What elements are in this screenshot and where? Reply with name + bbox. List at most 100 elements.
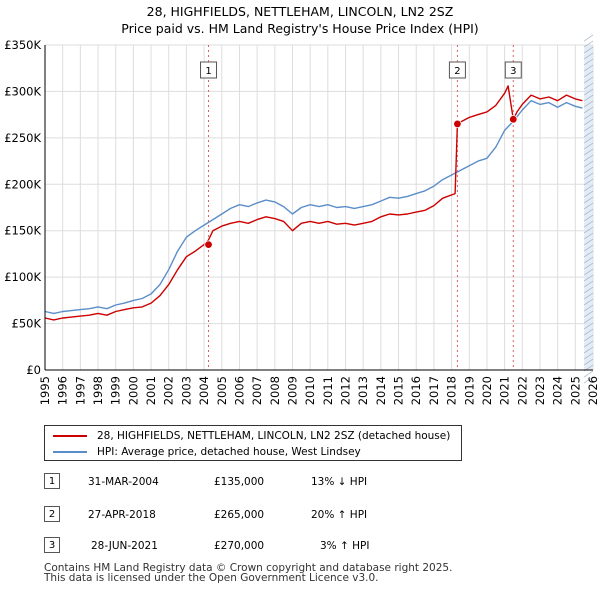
forecast-hatch [583,154,594,162]
forecast-hatch [583,220,594,228]
forecast-hatch [583,334,594,342]
chart-title: 28, HIGHFIELDS, NETTLEHAM, LINCOLN, LN2 … [0,3,600,37]
forecast-hatch [583,82,594,90]
forecast-hatch [583,172,594,180]
x-tick-label: 2010 [303,376,317,405]
forecast-hatch [583,100,594,108]
x-tick-label: 2018 [445,376,459,405]
x-tick-label: 2020 [480,376,494,405]
transaction-hpi: 13% ↓ HPI [311,476,368,488]
forecast-hatch [583,214,594,222]
y-tick-label: £300K [4,84,41,98]
legend-label-hpi: HPI: Average price, detached house, West… [97,446,361,458]
legend-label-property: 28, HIGHFIELDS, NETTLEHAM, LINCOLN, LN2 … [97,430,451,442]
x-tick-label: 2023 [533,376,547,405]
forecast-hatch [583,226,594,234]
legend: 28, HIGHFIELDS, NETTLEHAM, LINCOLN, LN2 … [44,425,462,461]
x-tick-label: 2000 [126,376,140,405]
legend-swatch-property [53,435,87,437]
axis-layer: £0 £50K £100K £150K £200K £250K £300K £350K 1995… [4,38,600,405]
forecast-hatch [583,148,594,156]
x-tick-label: 1995 [38,376,52,405]
forecast-hatch [583,286,594,294]
forecast-shade [584,45,593,370]
forecast-hatch [583,112,594,120]
forecast-hatch [583,208,594,216]
price-chart: 1 2 3 £0 £50K £100K £150K £200K £250K £300K £350K… [4,34,600,405]
transaction-number: 1 [44,473,60,489]
footer: Contains HM Land Registry data © Crown c… [44,562,453,584]
sale-label-box [448,61,466,79]
forecast-hatch [583,346,594,354]
x-tick-label: 2008 [268,376,282,405]
forecast-hatch [583,88,594,96]
forecast-hatch [583,46,594,54]
sale-marker-lines [208,45,514,370]
forecast-hatch [583,76,594,84]
x-tick-label: 2015 [392,376,406,405]
forecast-hatch [583,322,594,330]
title-line-1: 28, HIGHFIELDS, NETTLEHAM, LINCOLN, LN2 … [146,4,454,19]
x-tick-label: 2001 [144,376,158,405]
forecast-hatch [583,250,594,258]
forecast-hatch [583,40,594,48]
forecast-hatch [583,34,594,42]
forecast-hatch [583,280,594,288]
sale-label-number: 1 [205,66,211,77]
x-tick-label: 2019 [462,376,476,405]
x-tick-label: 2007 [250,376,264,405]
forecast-hatch [583,58,594,66]
forecast-hatch [583,268,594,276]
forecast-hatch [583,196,594,204]
transaction-price: £135,000 [214,476,265,488]
sale-point [453,119,462,129]
transaction-number: 2 [44,506,60,522]
y-tick-label: £50K [12,317,42,331]
forecast-hatch [583,184,594,192]
x-tick-label: 2025 [568,376,582,405]
transaction-price: £270,000 [214,540,265,552]
forecast-hatch [583,316,594,324]
forecast-hatch [583,142,594,150]
forecast-hatch [583,340,594,348]
sale-label-number: 2 [454,66,460,77]
forecast-hatch [583,358,594,366]
plot-area [45,45,593,370]
forecast-hatch [583,190,594,198]
x-tick-label: 2002 [162,376,176,405]
sale-label-boxes: 1 2 3 [200,61,522,79]
forecast-hatch [583,118,594,126]
forecast-hatch [583,292,594,300]
x-tick-label: 2003 [179,376,193,405]
sale-point [204,240,213,249]
table-row: 2 27-APR-2018 £265,000 20% ↑ HPI [44,506,564,524]
transaction-date: 28-JUN-2021 [91,540,158,552]
sale-label-box [504,61,522,79]
footer-line-1: Contains HM Land Registry data © Crown c… [44,562,453,574]
x-tick-label: 2005 [215,376,229,405]
forecast-hatch [583,106,594,114]
forecast-hatch [583,352,594,360]
transaction-hpi: 3% ↑ HPI [320,540,370,552]
forecast-hatch [583,94,594,102]
forecast-hatch [583,304,594,312]
x-tick-label: 1999 [109,376,123,405]
forecast-hatch [583,130,594,138]
x-tick-label: 2012 [339,376,353,405]
table-row: 3 28-JUN-2021 £270,000 3% ↑ HPI [44,537,564,555]
forecast-hatch [583,232,594,240]
title-line-2: Price paid vs. HM Land Registry's House … [121,21,479,36]
y-tick-label: £0 [26,363,41,377]
transaction-price: £265,000 [214,509,265,521]
forecast-hatch [583,274,594,282]
forecast-hatch [583,70,594,78]
forecast-hatch [583,376,594,384]
sale-point [509,115,518,124]
forecast-hatch [583,328,594,336]
series-line-property [44,85,583,321]
x-tick-label: 1998 [91,376,105,405]
x-tick-label: 2009 [285,376,299,405]
forecast-hatch [583,136,594,144]
x-tick-label: 1997 [73,376,87,405]
y-tick-label: £150K [4,224,41,238]
